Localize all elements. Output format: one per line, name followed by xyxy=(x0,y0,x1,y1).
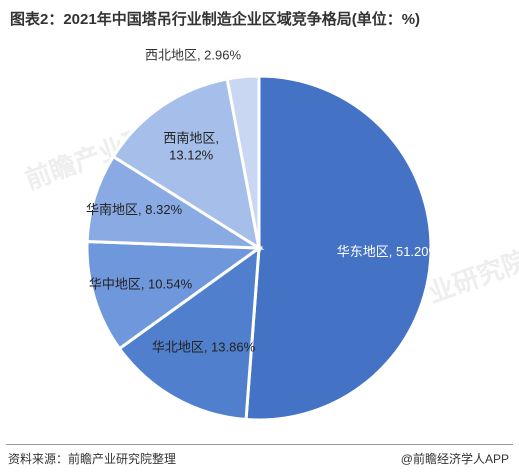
pie-slice xyxy=(111,77,262,252)
slice-label: 华南地区, 8.32% xyxy=(86,202,183,217)
pie-slice xyxy=(244,74,433,422)
brand-credit: @前瞻经济学人APP xyxy=(400,452,509,466)
slice-label: 华北地区, 13.86% xyxy=(152,340,256,355)
slice-label: 西北地区, 2.96% xyxy=(145,47,242,62)
slice-label: 华中地区, 10.54% xyxy=(89,276,193,291)
pie-slice xyxy=(225,74,261,249)
chart-title: 图表2：2021年中国塔吊行业制造企业区域竞争格局(单位：%) xyxy=(10,11,421,28)
footer-divider xyxy=(6,444,513,445)
pie-slice xyxy=(85,239,264,351)
source-note: 资料来源：前瞻产业研究院整理 xyxy=(8,452,177,466)
slice-label: 华东地区, 51.20% xyxy=(337,244,441,259)
pie-chart: 华东地区, 51.20% 华北地区, 13.86% 华中地区, 10.54% 华南地区… xyxy=(85,47,441,422)
pie-slice xyxy=(117,244,261,422)
slice-label: 西南地区, 13.12% xyxy=(163,131,219,163)
pie-slice xyxy=(85,154,265,250)
